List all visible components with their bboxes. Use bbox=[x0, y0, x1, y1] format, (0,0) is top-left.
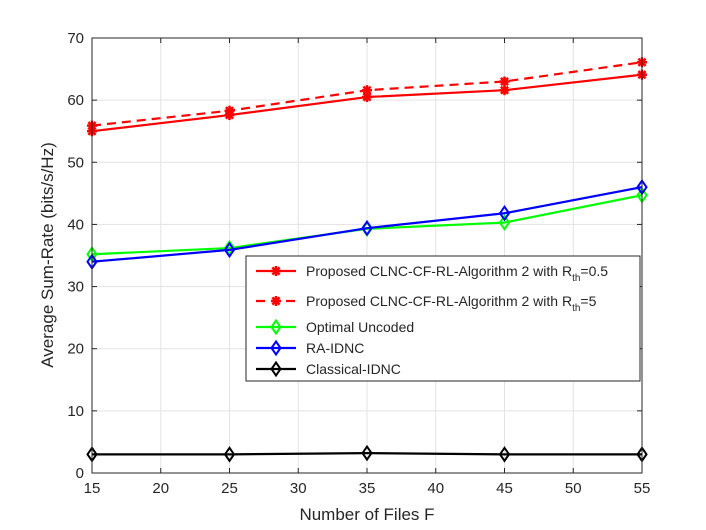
legend-box bbox=[245, 255, 641, 382]
y-tick-label: 40 bbox=[67, 216, 84, 233]
legend-item-5: Classical-IDNC bbox=[256, 360, 401, 378]
marker-stroke bbox=[225, 106, 234, 116]
legend-marker bbox=[270, 339, 282, 357]
x-tick-label: 20 bbox=[152, 480, 169, 497]
y-tick-label: 20 bbox=[67, 341, 84, 358]
x-tick-label: 50 bbox=[565, 480, 582, 497]
legend-item-2: Proposed CLNC-CF-RL-Algorithm 2 with Rth… bbox=[256, 293, 597, 314]
legend-item-1: Proposed CLNC-CF-RL-Algorithm 2 with Rth… bbox=[256, 263, 608, 284]
data-point bbox=[499, 85, 510, 96]
y-tick-label: 70 bbox=[67, 30, 84, 47]
legend-item-3: Optimal Uncoded bbox=[256, 318, 414, 336]
legend-marker bbox=[271, 266, 281, 276]
data-point bbox=[362, 85, 372, 96]
legend-marker bbox=[271, 296, 281, 306]
y-tick-label: 10 bbox=[67, 403, 84, 420]
marker-stroke bbox=[362, 92, 372, 102]
x-tick-label: 30 bbox=[290, 480, 307, 497]
x-tick-label: 40 bbox=[427, 480, 444, 497]
marker-stroke bbox=[271, 296, 281, 306]
legend-label-suffix: =5 bbox=[580, 293, 596, 309]
legend-label: Proposed CLNC-CF-RL-Algorithm 2 with Rth… bbox=[306, 293, 597, 314]
legend-label-suffix: =0.5 bbox=[580, 263, 608, 279]
y-tick-label: 0 bbox=[76, 465, 84, 482]
legend-label: RA-IDNC bbox=[306, 340, 364, 356]
legend-label-subscript: th bbox=[572, 273, 580, 284]
data-point bbox=[361, 219, 373, 237]
legend-marker bbox=[270, 318, 282, 336]
data-point bbox=[361, 444, 373, 462]
marker-stroke bbox=[271, 266, 281, 276]
data-point bbox=[223, 241, 236, 259]
y-tick-label: 50 bbox=[67, 154, 84, 171]
marker-stroke bbox=[500, 85, 509, 95]
x-tick-label: 35 bbox=[359, 480, 376, 497]
data-point bbox=[224, 105, 235, 116]
legend-item-4: RA-IDNC bbox=[256, 339, 364, 357]
legend-label: Proposed CLNC-CF-RL-Algorithm 2 with Rth… bbox=[306, 263, 608, 284]
x-axis-label: Number of Files F bbox=[299, 505, 434, 524]
series-line bbox=[91, 186, 643, 263]
legend: Proposed CLNC-CF-RL-Algorithm 2 with Rth… bbox=[245, 255, 641, 382]
y-axis-label: Average Sum-Rate (bits/s/Hz) bbox=[38, 142, 57, 367]
data-point bbox=[498, 214, 511, 231]
x-tick-label: 15 bbox=[84, 480, 101, 497]
tick-layer: 15 20 25 30 35 40 45 50 55 0 10 20 30 40 50 60 70 bbox=[67, 30, 650, 497]
y-tick-label: 60 bbox=[67, 92, 84, 109]
x-tick-label: 45 bbox=[496, 480, 513, 497]
legend-label: Optimal Uncoded bbox=[306, 319, 414, 335]
data-point bbox=[498, 446, 511, 463]
data-point bbox=[223, 239, 236, 257]
legend-label-subscript: th bbox=[572, 303, 580, 314]
marker-stroke bbox=[362, 85, 372, 95]
y-tick-label: 30 bbox=[67, 279, 84, 296]
x-tick-label: 55 bbox=[634, 480, 651, 497]
x-tick-label: 25 bbox=[221, 480, 238, 497]
legend-marker bbox=[270, 360, 282, 378]
legend-label: Classical-IDNC bbox=[306, 361, 401, 377]
data-point bbox=[223, 446, 236, 463]
series-line bbox=[92, 452, 642, 456]
data-point bbox=[498, 204, 511, 222]
marker-stroke bbox=[500, 77, 509, 86]
data-point bbox=[499, 76, 510, 87]
